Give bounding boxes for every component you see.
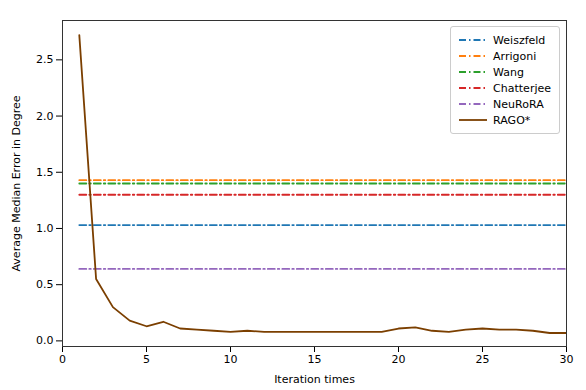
svg-text:1.0: 1.0 [36,222,54,235]
svg-text:15: 15 [308,353,322,366]
html-text:NeuRoRA: NeuRoRA [493,97,544,111]
svg-text:20: 20 [392,353,406,366]
html-text:Chatterjee: Chatterjee [493,81,551,95]
html-text:RAGO*: RAGO* [493,113,531,127]
svg-text:0: 0 [59,353,66,366]
svg-text:5: 5 [143,353,150,366]
html-text:Wang: Wang [493,65,524,79]
svg-text:0.0: 0.0 [36,334,54,347]
svg-text:1.5: 1.5 [36,166,54,179]
svg-text:2.0: 2.0 [36,110,54,123]
html-text:Weiszfeld: Weiszfeld [493,33,546,47]
html-text:Arrigoni: Arrigoni [493,49,537,63]
svg-text:2.5: 2.5 [36,53,54,66]
svg-text:Average Median Error in Degree: Average Median Error in Degree [10,95,23,271]
svg-text:Iteration times: Iteration times [274,373,355,386]
svg-text:25: 25 [476,353,490,366]
svg-text:0.5: 0.5 [36,278,54,291]
svg-text:30: 30 [560,353,574,366]
svg-text:10: 10 [224,353,238,366]
